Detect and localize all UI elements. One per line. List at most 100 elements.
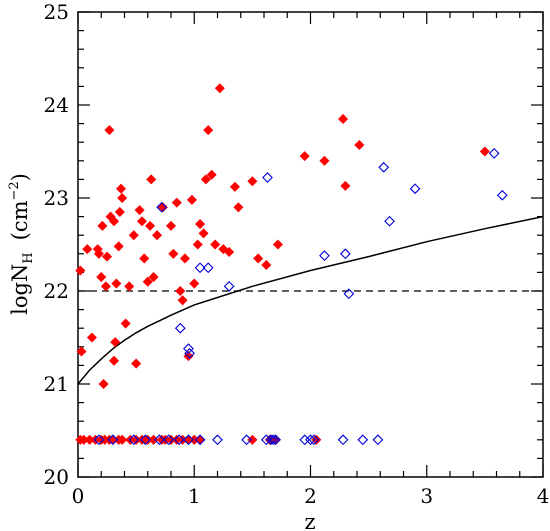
- axis-ticks: [77, 11, 544, 478]
- filled-diamond-point: [189, 278, 200, 289]
- open-diamond-point: [339, 248, 351, 260]
- plot-frame: [77, 11, 544, 478]
- open-diamond-point: [384, 215, 395, 227]
- open-diamond-point: [357, 434, 369, 446]
- filled-diamond-point: [114, 206, 125, 217]
- filled-diamond-point: [109, 216, 120, 227]
- open-diamond-point: [202, 262, 214, 274]
- open-diamond-point: [409, 183, 421, 195]
- open-diamond-point: [174, 322, 186, 334]
- open-diamond-point: [319, 250, 330, 262]
- filled-diamond-point: [142, 276, 153, 287]
- open-diamond-point: [183, 434, 194, 446]
- y-axis-title-unit-close: ): [8, 173, 32, 181]
- open-diamond-point: [372, 434, 384, 446]
- open-diamond-point: [299, 434, 311, 446]
- filled-diamond-point: [96, 272, 107, 283]
- filled-diamond-point: [338, 113, 349, 124]
- y-tick-label: 25: [44, 0, 69, 24]
- filled-diamond-point: [340, 180, 351, 191]
- filled-diamond-point: [247, 176, 258, 187]
- open-diamond-point: [308, 434, 320, 446]
- filled-diamond-point: [117, 434, 128, 445]
- filled-diamond-point: [175, 285, 186, 297]
- open-diamond-point: [496, 189, 508, 201]
- filled-diamond-point: [272, 239, 283, 250]
- open-diamond-point: [343, 288, 355, 300]
- filled-diamond-point: [82, 244, 93, 255]
- open-diamond-point: [241, 434, 252, 446]
- filled-diamond-point: [319, 155, 330, 166]
- open-diamond-point: [93, 434, 105, 446]
- open-diamond-point: [107, 434, 119, 446]
- open-diamond-point: [260, 434, 272, 446]
- open-diamond-point: [153, 434, 165, 446]
- filled-diamond-point: [171, 197, 182, 208]
- model-lines: [78, 215, 543, 385]
- filled-diamond-point: [139, 253, 150, 264]
- filled-diamond-point: [98, 378, 109, 390]
- y-axis-title: logNH (cm−2): [7, 173, 36, 315]
- filled-diamond-point: [224, 246, 235, 257]
- y-axis-title-subscript: H: [21, 252, 36, 263]
- y-axis-title-prefix: logN: [8, 264, 32, 315]
- filled-diamond-point: [261, 259, 272, 270]
- filled-diamond-point: [145, 220, 156, 231]
- filled-diamond-point: [102, 251, 113, 262]
- y-axis-title-unit-open: (cm: [8, 200, 32, 240]
- x-tick-label: 3: [420, 484, 433, 508]
- x-tick-label: 4: [537, 484, 550, 508]
- data-points: [75, 83, 508, 446]
- open-diamond-point: [183, 343, 194, 355]
- filled-diamond-point: [86, 332, 97, 343]
- open-diamond-point: [488, 147, 500, 159]
- y-tick-label: 24: [44, 93, 69, 117]
- filled-diamond-point: [479, 146, 490, 157]
- filled-diamond-point: [214, 83, 225, 94]
- filled-diamond-point: [206, 169, 217, 180]
- open-diamond-point: [265, 434, 277, 446]
- filled-diamond-point: [253, 253, 264, 264]
- filled-diamond-point: [192, 239, 203, 250]
- filled-diamond-point: [110, 337, 121, 348]
- x-axis-title: z: [304, 510, 315, 531]
- open-diamond-point: [305, 434, 316, 446]
- filled-diamond-point: [97, 220, 108, 231]
- x-tick-label: 0: [72, 484, 85, 508]
- filled-diamond-point: [203, 125, 214, 136]
- open-diamond-point: [267, 434, 279, 446]
- open-diamond-point: [262, 172, 273, 183]
- open-diamond-point: [184, 347, 195, 359]
- filled-diamond-point: [134, 205, 145, 216]
- filled-diamond-point: [113, 241, 124, 252]
- open-diamond-point: [194, 262, 206, 274]
- filled-diamond-point: [76, 346, 87, 357]
- open-diamond-point: [337, 434, 349, 446]
- filled-diamond-point: [128, 230, 139, 241]
- filled-diamond-point: [299, 151, 310, 162]
- filled-diamond-point: [229, 181, 240, 192]
- model-curve: [78, 215, 543, 385]
- open-diamond-point: [128, 434, 140, 446]
- open-diamond-point: [194, 434, 206, 446]
- filled-diamond-point: [100, 281, 111, 292]
- open-diamond-point: [156, 201, 168, 213]
- y-axis-title-unit-exponent: −2: [7, 181, 22, 200]
- filled-diamond-point: [177, 295, 188, 306]
- filled-diamond-point: [168, 248, 179, 259]
- open-diamond-point: [223, 280, 235, 292]
- filled-diamond-point: [117, 192, 128, 204]
- filled-diamond-point: [247, 434, 258, 445]
- filled-diamond-point: [210, 239, 221, 250]
- x-tick-label: 2: [304, 484, 317, 508]
- y-tick-label: 20: [44, 465, 69, 489]
- filled-diamond-point: [136, 216, 147, 227]
- filled-diamond-point: [148, 272, 159, 283]
- open-diamond-point: [270, 434, 282, 446]
- filled-diamond-point: [179, 253, 190, 264]
- filled-diamond-point: [109, 355, 120, 366]
- y-tick-label: 23: [44, 186, 69, 210]
- filled-diamond-point: [152, 230, 163, 241]
